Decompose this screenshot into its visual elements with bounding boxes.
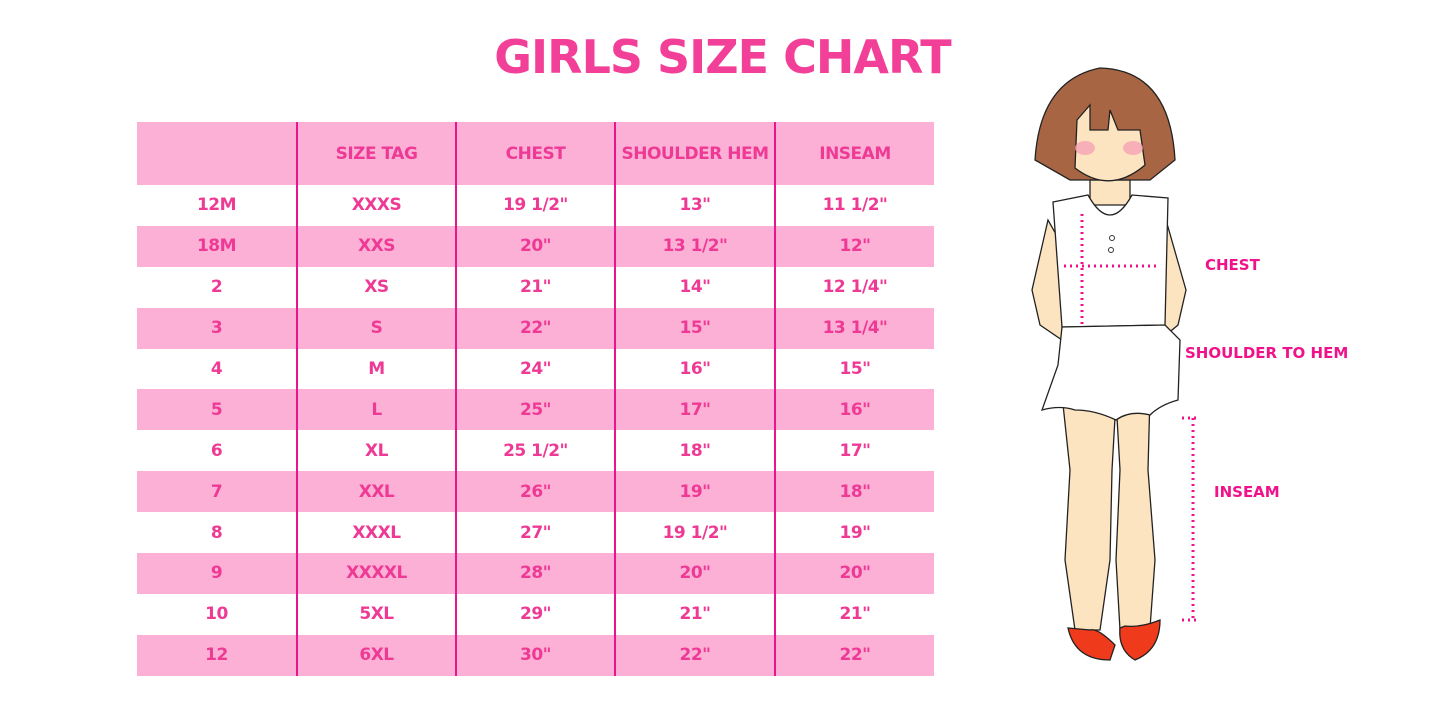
table-cell: S <box>296 307 456 349</box>
table-row: 2 XS 21" 14" 12 1/4" <box>137 266 934 308</box>
table-cell: 6 <box>210 440 223 461</box>
table-cell: 20" <box>455 225 615 267</box>
table-cell: 28" <box>455 553 615 594</box>
shirt <box>1052 194 1169 328</box>
face <box>1074 103 1146 182</box>
table-row: 5 L 25" 17" 16" <box>137 389 934 431</box>
table-cell: 19 1/2" <box>455 185 615 226</box>
table-row: 12 6XL 30" 22" 22" <box>137 634 934 676</box>
table-cell: 22" <box>614 634 775 676</box>
table-cell: 18" <box>774 471 934 513</box>
table-cell: 12 1/4" <box>774 266 934 308</box>
table-cell: 13" <box>614 185 775 226</box>
table-cell: XXS <box>296 225 456 267</box>
table-row: 3 S 22" 15" 13 1/4" <box>137 307 934 349</box>
table-row: 7 XXL 26" 19" 18" <box>137 471 934 513</box>
table-cell: 15" <box>774 348 934 390</box>
table-cell: 30" <box>455 634 615 676</box>
table-cell: 16" <box>614 348 775 390</box>
page-title: GIRLS SIZE CHART <box>494 30 951 84</box>
table-row: 4 M 24" 16" 15" <box>137 348 934 390</box>
table-row: 9 XXXXL 28" 20" 20" <box>137 553 934 594</box>
table-cell: 25" <box>455 389 615 431</box>
chest-label: CHEST <box>1205 256 1260 274</box>
table-row: 6 XL 25 1/2" 18" 17" <box>137 430 934 472</box>
table-cell: L <box>296 389 456 431</box>
table-cell: 21" <box>774 593 934 635</box>
table-cell: 18M <box>137 225 297 267</box>
table-cell: 7 <box>137 471 297 513</box>
table-header-row: SIZE TAG CHEST SHOULDER HEM INSEAM <box>137 122 934 185</box>
table-cell: 19" <box>614 471 775 513</box>
size-table: SIZE TAG CHEST SHOULDER HEM INSEAM 12M XXXS 1… <box>137 122 934 676</box>
column-header: INSEAM <box>774 122 934 185</box>
right-shoe <box>1119 619 1161 661</box>
table-cell: 12 <box>137 634 297 676</box>
column-header: CHEST <box>455 122 615 185</box>
table-cell: 3 <box>137 307 297 349</box>
table-row: 18M XXS 20" 13 1/2" 12" <box>137 225 934 267</box>
column-header <box>137 122 297 185</box>
table-cell: 19" <box>774 512 934 554</box>
left-shoe <box>1067 627 1116 661</box>
bloomers <box>1040 324 1181 421</box>
table-cell: 6XL <box>296 634 456 676</box>
table-cell: 5 <box>137 389 297 431</box>
table-cell: 20" <box>614 553 775 594</box>
table-cell: 17" <box>774 430 934 472</box>
table-cell: 10 <box>205 604 228 625</box>
table-cell: 21" <box>614 593 775 635</box>
table-cell: 18" <box>614 430 775 472</box>
table-cell: 17" <box>614 389 775 431</box>
left-leg <box>1061 394 1117 631</box>
table-cell: 27" <box>455 512 615 554</box>
inseam-label: INSEAM <box>1214 483 1280 501</box>
table-cell: 4 <box>210 359 223 379</box>
table-cell: 9 <box>137 553 297 594</box>
table-cell: 25 1/2" <box>455 430 615 472</box>
table-row: 12M XXXS 19 1/2" 13" 11 1/2" <box>137 185 934 226</box>
table-cell: 13 1/4" <box>774 307 934 349</box>
table-cell: XXXL <box>296 512 456 554</box>
table-cell: XL <box>296 430 456 472</box>
table-cell: 24" <box>455 348 615 390</box>
table-cell: XS <box>296 266 456 308</box>
shoulder-to-hem-label: SHOULDER TO HEM <box>1185 344 1349 362</box>
table-cell: XXXS <box>296 185 456 226</box>
table-cell: 19 1/2" <box>614 512 775 554</box>
table-cell: M <box>296 348 456 390</box>
table-cell: 16" <box>774 389 934 431</box>
column-header: SHOULDER HEM <box>614 122 775 185</box>
table-cell: 8 <box>210 522 223 543</box>
table-cell: 22" <box>774 634 934 676</box>
table-cell: 11 1/2" <box>774 185 934 226</box>
table-cell: 20" <box>774 553 934 594</box>
right-leg <box>1115 394 1156 631</box>
table-cell: XXXXL <box>296 553 456 594</box>
table-cell: 22" <box>455 307 615 349</box>
table-cell: 5XL <box>296 593 456 635</box>
table-row: 10 5XL 29" 21" 21" <box>137 593 934 635</box>
table-cell: 26" <box>455 471 615 513</box>
table-cell: 13 1/2" <box>614 225 775 267</box>
table-row: 8 XXXL 27" 19 1/2" 19" <box>137 512 934 554</box>
table-cell: 14" <box>614 266 775 308</box>
table-cell: 21" <box>455 266 615 308</box>
table-cell: XXL <box>296 471 456 513</box>
table-cell: 29" <box>455 593 615 635</box>
table-cell: 2 <box>210 277 223 298</box>
table-cell: 15" <box>614 307 775 349</box>
table-cell: 12M <box>196 195 237 216</box>
column-header: SIZE TAG <box>296 122 456 185</box>
table-cell: 12" <box>774 225 934 267</box>
